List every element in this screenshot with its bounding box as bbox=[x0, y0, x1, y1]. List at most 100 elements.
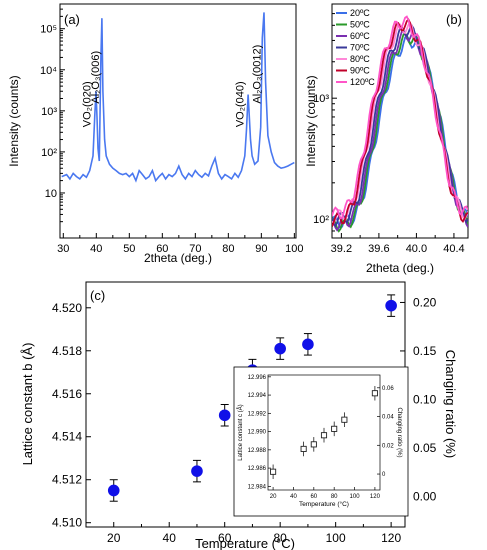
inset-background bbox=[233, 366, 409, 517]
inset-x-tick-label: 100 bbox=[350, 494, 361, 500]
inset-y-tick-label: 12.990 bbox=[248, 430, 267, 436]
panel-label-a: (a) bbox=[64, 12, 80, 27]
x-tick-label-b: 40.0 bbox=[406, 243, 427, 255]
peak-annotation: Al₂O₃(0012) bbox=[252, 45, 264, 104]
y2-tick-label-c: 0.15 bbox=[413, 344, 437, 358]
y-tick-label-a: 10⁴ bbox=[40, 65, 57, 77]
legend-label: 60ºC bbox=[350, 31, 370, 41]
y-axis-label-c: Lattice constant b (Å) bbox=[20, 343, 35, 466]
y-tick-label-a: 10⁵ bbox=[40, 24, 57, 36]
peak-annotation: VO₂(040) bbox=[235, 81, 247, 127]
inset-data-point bbox=[341, 416, 348, 423]
legend-label: 120ºC bbox=[350, 77, 375, 87]
y-tick-label-a: 10³ bbox=[41, 106, 57, 118]
inset-y2-tick-label: 0 bbox=[382, 472, 386, 478]
data-point bbox=[385, 299, 397, 312]
y-tick-label-c: 4.510 bbox=[52, 516, 82, 530]
x-tick-label-b: 39.6 bbox=[368, 243, 389, 255]
x-tick-label-c: 40 bbox=[163, 531, 177, 545]
data-point bbox=[218, 409, 231, 422]
y2-tick-label-c: 0.20 bbox=[413, 295, 437, 309]
inset-data-point bbox=[371, 390, 378, 397]
x-tick-label-c: 20 bbox=[107, 531, 121, 545]
x-tick-label-c: 120 bbox=[381, 531, 401, 545]
inset-x-tick-label: 80 bbox=[331, 494, 338, 500]
inset-x-tick-label: 120 bbox=[370, 494, 381, 500]
y-axis-label-a: Intensity (counts) bbox=[7, 75, 21, 166]
xrd-spectrum-line bbox=[61, 12, 295, 183]
inset-data-point bbox=[310, 441, 317, 448]
inset-y-axis-label: Lattice constant c (Å) bbox=[237, 404, 244, 460]
y-tick-label-c: 4.512 bbox=[52, 473, 82, 487]
y-tick-label-a: 10² bbox=[41, 147, 57, 159]
x-tick-label-b: 39.2 bbox=[331, 243, 352, 255]
inset-data-point bbox=[320, 432, 328, 439]
x-tick-label-c: 60 bbox=[218, 531, 232, 545]
legend-label: 90ºC bbox=[350, 66, 370, 76]
y-tick-label-b: 10² bbox=[313, 214, 329, 226]
y2-axis-label-c: Changing ratio (%) bbox=[443, 350, 458, 458]
legend-label: 70ºC bbox=[350, 43, 370, 53]
inset-x-tick-label: 20 bbox=[270, 494, 277, 500]
x-axis-label-a: 2theta (deg.) bbox=[144, 251, 212, 265]
inset-data-point bbox=[270, 468, 277, 475]
inset-y-tick-label: 12.988 bbox=[248, 448, 267, 454]
x-tick-label-a: 60 bbox=[156, 243, 168, 255]
inset-x-axis-label: Temperature (°C) bbox=[299, 500, 349, 508]
data-point bbox=[107, 484, 120, 497]
inset-y-tick-label: 12.992 bbox=[248, 411, 267, 417]
inset-x-tick-label: 40 bbox=[290, 494, 297, 500]
legend-label: 50ºC bbox=[350, 20, 370, 30]
y-tick-label-c: 4.518 bbox=[52, 344, 82, 358]
x-tick-label-a: 30 bbox=[57, 243, 69, 255]
y2-tick-label-c: 0.10 bbox=[413, 392, 437, 406]
inset-y2-axis-label: Changing ratio (%) bbox=[396, 407, 402, 457]
x-tick-label-a: 70 bbox=[189, 243, 201, 255]
data-point bbox=[274, 342, 286, 355]
y2-tick-label-c: 0.00 bbox=[413, 489, 437, 503]
panel-label-b: (b) bbox=[446, 12, 462, 27]
plot-frame-b bbox=[331, 3, 469, 239]
legend-label: 80ºC bbox=[350, 54, 370, 64]
inset-data-point bbox=[300, 445, 307, 452]
y-tick-label-c: 4.516 bbox=[52, 387, 82, 401]
inset-y-tick-label: 12.986 bbox=[248, 466, 267, 472]
inset-y-tick-label: 12.996 bbox=[248, 375, 267, 381]
x-tick-label-a: 40 bbox=[90, 243, 102, 255]
panel-label-c: (c) bbox=[90, 288, 105, 303]
temp-series-line bbox=[332, 21, 468, 225]
inset-panel: 20 40 60 80 100 120 12.984 12.986 12.988 12.990 12… bbox=[233, 366, 409, 517]
inset-y2-tick-label: 0.04 bbox=[382, 415, 394, 421]
inset-y2-tick-label: 0.06 bbox=[382, 386, 394, 392]
peak-annotation: VO₂(020) bbox=[82, 81, 94, 127]
inset-x-tick-label: 60 bbox=[310, 494, 317, 500]
y-tick-label-b: 10³ bbox=[313, 93, 329, 105]
legend-label: 20ºC bbox=[350, 8, 370, 18]
data-point bbox=[191, 465, 203, 477]
inset-frame bbox=[267, 374, 381, 491]
y-tick-label-a: 10 bbox=[45, 188, 57, 200]
x-tick-label-c: 80 bbox=[273, 531, 287, 545]
inset-y-tick-label: 12.984 bbox=[248, 484, 267, 490]
x-tick-label-a: 50 bbox=[123, 243, 135, 255]
data-point bbox=[302, 338, 314, 351]
temp-series-line bbox=[332, 15, 468, 220]
y-tick-label-c: 4.514 bbox=[52, 430, 82, 444]
inset-data-point bbox=[331, 425, 338, 432]
peak-annotation: Al₂O₃(006) bbox=[90, 51, 102, 104]
panel-a: 30 40 50 60 70 80 90 100 10 10² 10³ 10⁴ 10⁵ (a) 2theta… bbox=[7, 3, 304, 265]
inset-y2-tick-label: 0.02 bbox=[382, 443, 394, 449]
inset-y-tick-label: 12.994 bbox=[248, 393, 267, 399]
x-tick-label-a: 80 bbox=[222, 243, 234, 255]
y2-tick-label-c: 0.05 bbox=[413, 441, 437, 455]
x-tick-label-c: 100 bbox=[326, 531, 346, 545]
plot-frame-a bbox=[59, 3, 297, 239]
x-axis-label-c: Temperature (°C) bbox=[195, 536, 295, 550]
x-tick-label-a: 90 bbox=[255, 243, 267, 255]
y-axis-label-b: Intensity (counts) bbox=[304, 75, 318, 166]
x-tick-label-a: 100 bbox=[285, 243, 303, 255]
x-axis-label-b: 2theta (deg.) bbox=[366, 261, 434, 275]
